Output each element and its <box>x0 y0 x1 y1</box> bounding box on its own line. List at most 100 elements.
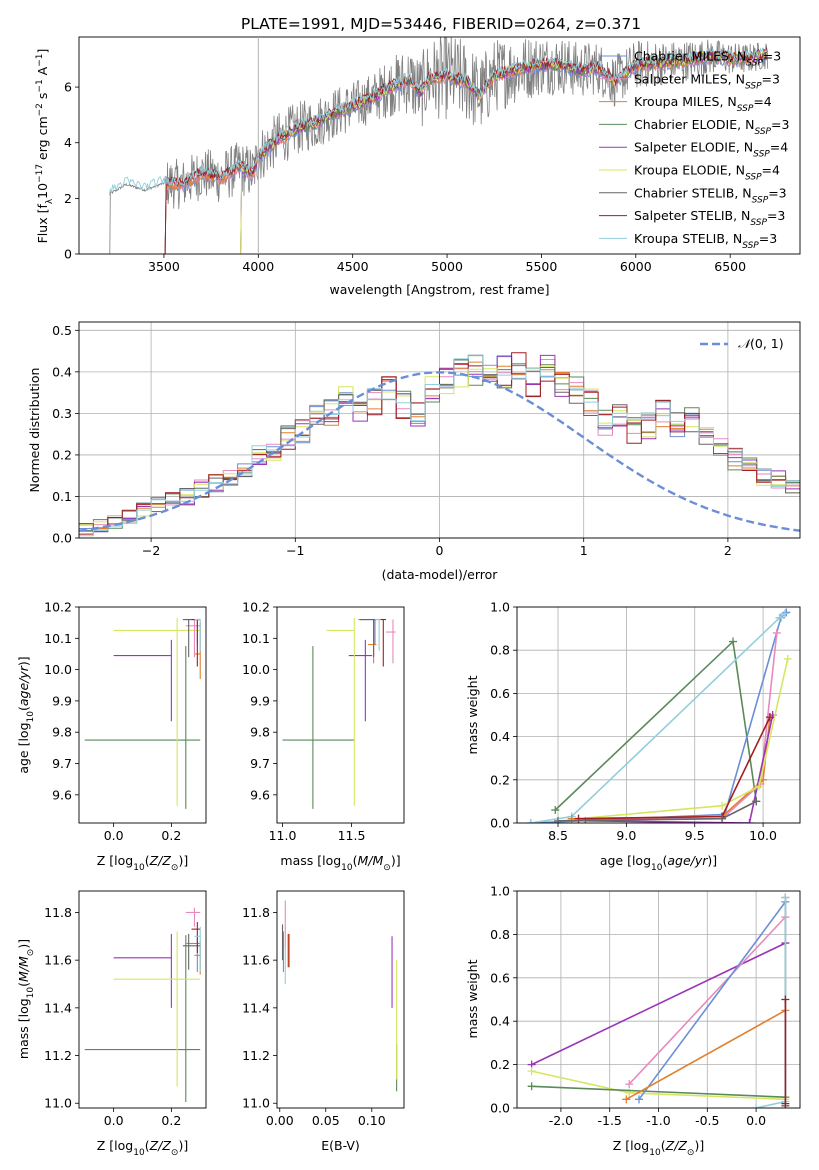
axes-frame <box>276 606 405 824</box>
x-tick-label: 5000 <box>431 259 463 274</box>
y-tick-label: 0.3 <box>52 406 72 421</box>
y-tick-label: 6 <box>64 80 72 95</box>
y-tick-label: 0.8 <box>490 927 510 942</box>
x-tick-label: 10.0 <box>749 828 777 843</box>
x-tick-label: 0.2 <box>161 1113 181 1128</box>
x-tick-label: 0.10 <box>358 1113 386 1128</box>
y-axis-label: mass [log10(M/M⊙)] <box>16 939 36 1059</box>
x-tick-label: 4500 <box>337 259 369 274</box>
histogram-step <box>79 355 800 537</box>
y-tick-label: 9.9 <box>52 693 72 708</box>
x-tick-label: 0.2 <box>161 828 181 843</box>
axes-age_vs_Z: 0.0 0.2 9.6 9.7 9.8 9.9 10.0 10.1 10.2 Z [log10(Z… <box>16 600 207 873</box>
plot-area <box>108 37 769 254</box>
x-tick-label: 8.5 <box>548 828 568 843</box>
legend-entry: Chabrier STELIB, NSSP=3 <box>634 185 787 205</box>
x-tick-label: 0.05 <box>312 1113 340 1128</box>
y-tick-label: 1.0 <box>490 600 510 615</box>
x-tick-label: -1.5 <box>598 1113 622 1128</box>
x-tick-label: 5500 <box>526 259 558 274</box>
weight-line <box>530 612 786 823</box>
x-tick-label: 2 <box>724 543 732 558</box>
y-tick-label: 0.6 <box>490 970 510 985</box>
y-tick-label: 10.2 <box>242 600 270 615</box>
weight-marker <box>781 995 790 1004</box>
y-tick-label: 11.0 <box>242 1096 270 1111</box>
axes-frame <box>78 36 801 255</box>
y-tick-label: 9.6 <box>250 787 270 802</box>
axes-frame <box>78 890 207 1109</box>
legend-entry: Chabrier ELODIE, NSSP=3 <box>634 117 789 137</box>
axes-spectrum: 3500 4000 4500 5000 5500 6000 6500 0 2 4 6 Chabrier… <box>35 36 801 297</box>
y-tick-label: 0 <box>64 247 72 262</box>
axes-mass_weight_vs_age: 8.5 9.0 9.5 10.0 0.0 0.2 0.4 0.6 0.8 1.0 age [log1… <box>465 600 801 873</box>
weight-marker <box>554 816 563 823</box>
weight-line <box>755 897 787 1108</box>
legend-entry: Salpeter MILES, NSSP=3 <box>634 71 780 91</box>
weight-marker <box>551 806 560 815</box>
y-tick-label: 0.4 <box>490 1014 510 1029</box>
y-tick-label: 0.0 <box>52 531 72 546</box>
weight-line <box>554 639 758 811</box>
y-tick-label: 0.5 <box>52 323 72 338</box>
x-tick-label: -1.0 <box>646 1113 670 1128</box>
axes-mass_vs_EBV: 0.00 0.05 0.10 11.0 11.2 11.4 11.6 11.8 E(B-V) <box>242 890 405 1153</box>
weight-marker <box>745 819 754 823</box>
figure-title: PLATE=1991, MJD=53446, FIBERID=0264, z=0… <box>241 15 641 33</box>
x-axis-label: age [log10(age/yr)] <box>600 853 717 873</box>
y-axis-label: Flux [fλ10−17 erg cm−2 s−1 A−1] <box>35 49 55 244</box>
histogram-step <box>79 354 800 532</box>
plot-area <box>84 617 201 809</box>
y-tick-label: 0.4 <box>490 729 510 744</box>
x-axis-label: Z [log10(Z/Z⊙)] <box>613 1138 704 1158</box>
weight-line <box>571 632 778 820</box>
x-axis-label: E(B-V) <box>321 1138 360 1153</box>
y-tick-label: 11.8 <box>242 905 270 920</box>
weight-marker <box>729 637 738 646</box>
weight-marker <box>634 1095 643 1104</box>
x-tick-label: −2 <box>142 543 160 558</box>
y-tick-label: 11.2 <box>44 1048 72 1063</box>
weight-marker <box>526 819 535 823</box>
y-tick-label: 9.8 <box>250 725 270 740</box>
legend-entry: Chabrier MILES, NSSP=3 <box>634 49 781 69</box>
y-tick-label: 11.4 <box>44 1000 72 1015</box>
x-tick-label: 11.0 <box>269 828 297 843</box>
x-tick-label: 4000 <box>242 259 274 274</box>
y-tick-label: 11.0 <box>44 1096 72 1111</box>
weight-marker <box>765 713 774 722</box>
legend-entry: Salpeter STELIB, NSSP=3 <box>634 208 785 228</box>
weight-line <box>638 901 787 1100</box>
x-tick-label: 0.0 <box>746 1113 766 1128</box>
x-tick-label: 6500 <box>714 259 746 274</box>
plot-area <box>527 893 790 1108</box>
x-tick-label: 6000 <box>620 259 652 274</box>
y-axis-label: mass weight <box>465 675 480 754</box>
plot-layer: 3500 4000 4500 5000 5500 6000 6500 0 2 4 6 Chabrier… <box>16 36 801 1158</box>
histogram-step <box>79 361 800 532</box>
weight-marker <box>718 801 727 810</box>
y-tick-label: 10.1 <box>242 631 270 646</box>
weight-marker <box>754 782 763 791</box>
y-tick-label: 10.0 <box>44 662 72 677</box>
legend-entry: Salpeter ELODIE, NSSP=4 <box>634 140 788 160</box>
normal-curve <box>79 371 800 532</box>
y-axis-label: mass weight <box>465 959 480 1038</box>
histogram-step <box>79 354 800 533</box>
axes-frame <box>276 890 405 1109</box>
x-tick-label: 0.00 <box>266 1113 294 1128</box>
axes-mass_vs_Z: 0.0 0.2 11.0 11.2 11.4 11.6 11.8 Z [log10(Z/Z⊙)… <box>16 890 207 1158</box>
weight-line <box>585 714 774 823</box>
y-tick-label: 9.6 <box>52 787 72 802</box>
y-tick-label: 10.1 <box>44 631 72 646</box>
weight-marker <box>783 654 792 663</box>
axes-frame <box>78 606 207 824</box>
x-axis-label: Z [log10(Z/Z⊙)] <box>97 853 188 873</box>
observed-spectrum <box>109 37 769 254</box>
weight-marker <box>782 608 791 617</box>
plot-area <box>281 900 398 1092</box>
weight-line <box>578 716 771 820</box>
y-tick-label: 11.8 <box>44 905 72 920</box>
weight-line <box>571 717 771 820</box>
